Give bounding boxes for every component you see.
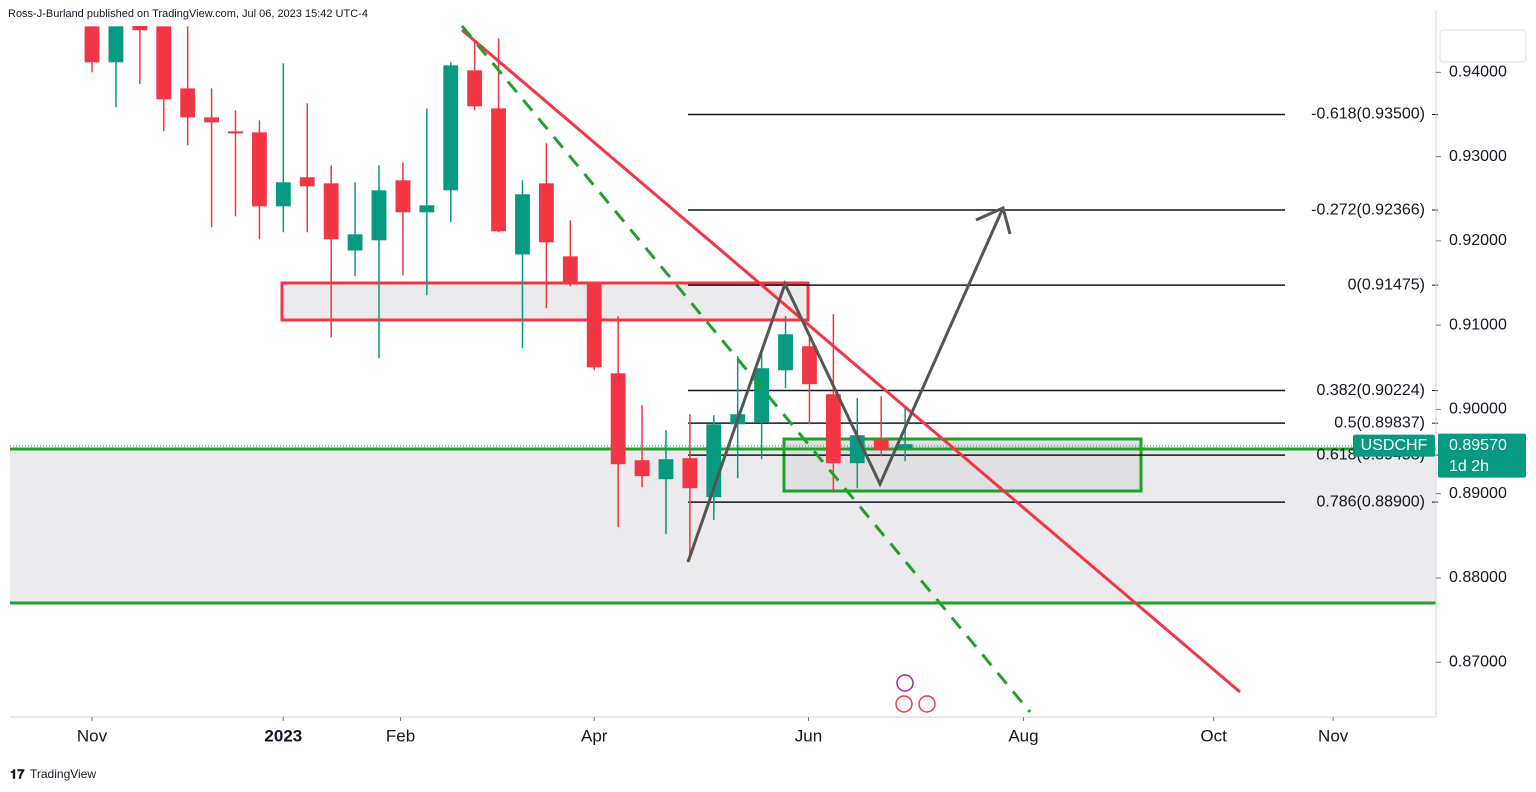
brand: TradingView: [30, 767, 96, 781]
y-tick-label: 0.89000: [1449, 485, 1507, 502]
arrow-head: [975, 205, 1012, 235]
fib-label: 0.382(0.90224): [1316, 382, 1425, 399]
candle-body: [682, 458, 698, 489]
candle-body: [754, 368, 770, 423]
candle-body: [467, 70, 483, 107]
candle-body: [443, 65, 459, 191]
event-icon[interactable]: [895, 695, 913, 713]
candle-body: [323, 183, 339, 240]
candle-body: [562, 256, 578, 284]
support-zone: [10, 449, 1436, 603]
fib-label: 0.786(0.88900): [1316, 493, 1425, 510]
x-tick-label: Nov: [77, 726, 108, 745]
y-tick-label: 0.92000: [1449, 232, 1507, 249]
symbol-label: USDCHF: [1361, 437, 1428, 454]
resistance-box: [280, 281, 810, 322]
fib-label: 0(0.91475): [1348, 276, 1425, 293]
x-tick-label: Jun: [795, 726, 822, 745]
candle-body: [299, 177, 315, 187]
candle-body: [252, 132, 267, 207]
countdown-label: 1d 2h: [1449, 458, 1489, 475]
y-tick-label: 0.88000: [1449, 569, 1507, 586]
candle-body: [586, 283, 602, 368]
brand-logo: 𝟏𝟕: [10, 766, 25, 781]
scale-button[interactable]: [1439, 29, 1527, 63]
y-tick-label: 0.94000: [1449, 64, 1507, 81]
candle-body: [778, 334, 793, 371]
y-tick-label: 0.91000: [1449, 316, 1507, 333]
axes: 0.94000 0.93000 0.92000 0.91000 0.90000 0.890…: [77, 64, 1507, 746]
candle-body: [108, 26, 124, 63]
fib-label: 0.5(0.89837): [1334, 414, 1425, 431]
price-label: 0.89570: [1449, 437, 1507, 454]
candle-body: [275, 182, 291, 207]
candle-body: [347, 234, 363, 251]
fib-label: -0.272(0.92366): [1311, 201, 1425, 218]
price-tag: [1438, 433, 1526, 478]
candle-body: [658, 459, 674, 480]
y-tick-label: 0.87000: [1449, 653, 1507, 670]
candle-body: [132, 26, 148, 31]
candle-body: [873, 440, 889, 451]
candle-body: [371, 190, 387, 241]
candle-body: [825, 394, 841, 464]
publisher: Ross-J-Burland published on TradingView.…: [8, 8, 368, 20]
candle-body: [419, 205, 435, 213]
fib-label: -0.618(0.93500): [1311, 106, 1425, 123]
event-icon[interactable]: [896, 674, 914, 692]
x-tick-label: 2023: [264, 726, 302, 745]
candle-body: [897, 444, 913, 449]
x-tick-label: Nov: [1318, 726, 1349, 745]
candle-body: [180, 88, 196, 118]
candle-body: [538, 183, 554, 243]
x-tick-label: Apr: [581, 726, 608, 745]
projection-path: [686, 207, 1005, 563]
x-tick-label: Aug: [1008, 726, 1038, 745]
candle-body: [634, 460, 650, 477]
event-icon[interactable]: [918, 695, 936, 713]
trend-line: [461, 28, 1241, 694]
y-tick-label: 0.93000: [1449, 148, 1507, 165]
trend-line-dashed: [460, 25, 1032, 713]
candle-body: [395, 180, 411, 213]
candle-body: [491, 108, 506, 232]
candle-body: [156, 26, 172, 100]
candle-body: [84, 26, 100, 63]
candle-body: [610, 373, 626, 465]
fib-levels: -0.618(0.93500) -0.272(0.92366) 0(0.91475)…: [688, 106, 1438, 510]
y-tick-label: 0.90000: [1449, 401, 1507, 418]
candle-body: [228, 131, 243, 134]
candle-body: [204, 117, 220, 123]
candle-body: [515, 194, 530, 255]
x-tick-label: Oct: [1200, 726, 1227, 745]
symbol-tag: [1353, 434, 1435, 457]
candle-body: [802, 346, 817, 385]
x-tick-label: Feb: [386, 726, 415, 745]
